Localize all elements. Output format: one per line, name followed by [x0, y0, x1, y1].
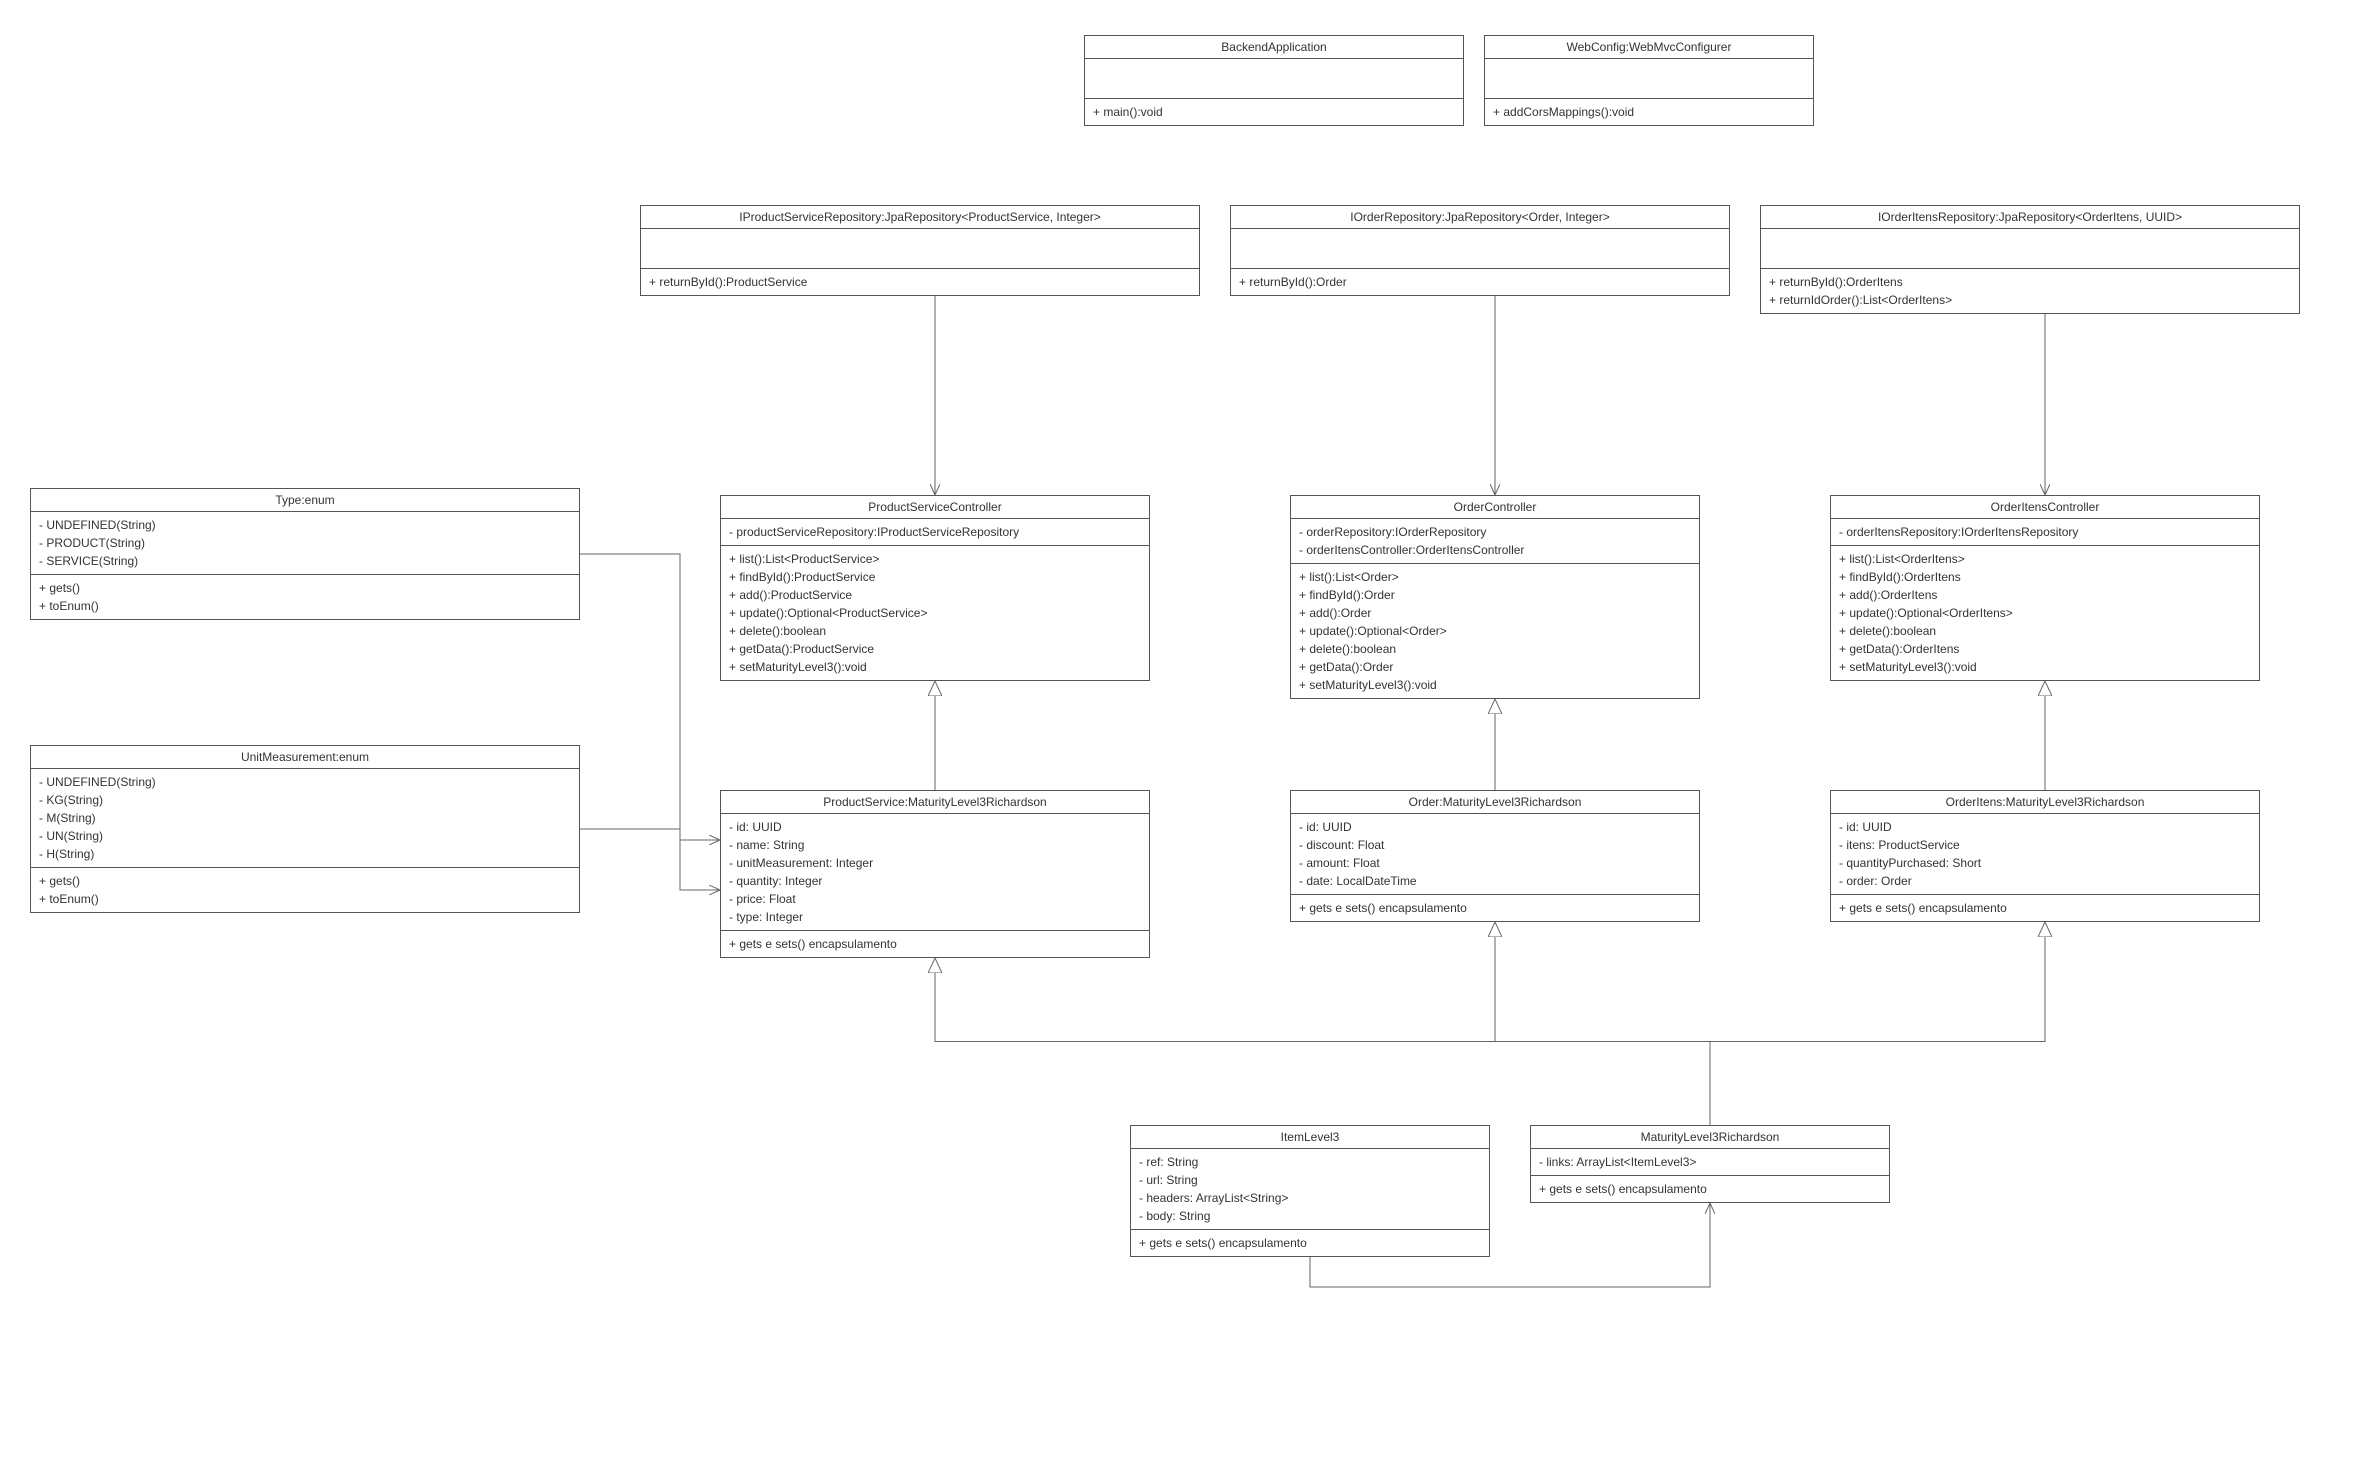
uml-section: - links: ArrayList<ItemLevel3> — [1531, 1149, 1889, 1176]
uml-section: + returnById():OrderItens + returnIdOrde… — [1761, 269, 2299, 313]
uml-section: - id: UUID - name: String - unitMeasurem… — [721, 814, 1149, 931]
uml-section: - orderRepository:IOrderRepository - ord… — [1291, 519, 1699, 564]
uml-title: WebConfig:WebMvcConfigurer — [1485, 36, 1813, 59]
uml-class-iProductRepo: IProductServiceRepository:JpaRepository<… — [640, 205, 1200, 296]
uml-class-iOrderRepo: IOrderRepository:JpaRepository<Order, In… — [1230, 205, 1730, 296]
uml-section — [1485, 59, 1813, 99]
uml-title: IOrderRepository:JpaRepository<Order, In… — [1231, 206, 1729, 229]
uml-class-typeEnum: Type:enum- UNDEFINED(String) - PRODUCT(S… — [30, 488, 580, 620]
uml-class-unitEnum: UnitMeasurement:enum- UNDEFINED(String) … — [30, 745, 580, 913]
uml-class-orderItensController: OrderItensController- orderItensReposito… — [1830, 495, 2260, 681]
uml-section: + gets e sets() encapsulamento — [1531, 1176, 1889, 1202]
uml-section: - ref: String - url: String - headers: A… — [1131, 1149, 1489, 1230]
uml-section: + gets e sets() encapsulamento — [1131, 1230, 1489, 1256]
uml-section: - UNDEFINED(String) - PRODUCT(String) - … — [31, 512, 579, 575]
uml-section: + list():List<OrderItens> + findById():O… — [1831, 546, 2259, 680]
uml-section — [1231, 229, 1729, 269]
uml-class-productService: ProductService:MaturityLevel3Richardson-… — [720, 790, 1150, 958]
uml-section: - UNDEFINED(String) - KG(String) - M(Str… — [31, 769, 579, 868]
uml-title: ProductService:MaturityLevel3Richardson — [721, 791, 1149, 814]
uml-title: IProductServiceRepository:JpaRepository<… — [641, 206, 1199, 229]
uml-section: + returnById():Order — [1231, 269, 1729, 295]
uml-title: Type:enum — [31, 489, 579, 512]
uml-section — [1085, 59, 1463, 99]
uml-section: + gets() + toEnum() — [31, 868, 579, 912]
uml-section: + gets e sets() encapsulamento — [721, 931, 1149, 957]
uml-class-backendApp: BackendApplication + main():void — [1084, 35, 1464, 126]
uml-section: + gets() + toEnum() — [31, 575, 579, 619]
uml-title: BackendApplication — [1085, 36, 1463, 59]
uml-title: ItemLevel3 — [1131, 1126, 1489, 1149]
uml-class-order: Order:MaturityLevel3Richardson- id: UUID… — [1290, 790, 1700, 922]
uml-class-productController: ProductServiceController- productService… — [720, 495, 1150, 681]
uml-section: + main():void — [1085, 99, 1463, 125]
uml-section: - orderItensRepository:IOrderItensReposi… — [1831, 519, 2259, 546]
uml-title: OrderItens:MaturityLevel3Richardson — [1831, 791, 2259, 814]
uml-section: + gets e sets() encapsulamento — [1291, 895, 1699, 921]
uml-section: + addCorsMappings():void — [1485, 99, 1813, 125]
uml-section: + gets e sets() encapsulamento — [1831, 895, 2259, 921]
uml-section: - id: UUID - itens: ProductService - qua… — [1831, 814, 2259, 895]
uml-class-orderItens: OrderItens:MaturityLevel3Richardson- id:… — [1830, 790, 2260, 922]
uml-section: + list():List<Order> + findById():Order … — [1291, 564, 1699, 698]
uml-title: OrderItensController — [1831, 496, 2259, 519]
uml-title: OrderController — [1291, 496, 1699, 519]
uml-title: ProductServiceController — [721, 496, 1149, 519]
uml-title: Order:MaturityLevel3Richardson — [1291, 791, 1699, 814]
uml-section: + returnById():ProductService — [641, 269, 1199, 295]
uml-title: MaturityLevel3Richardson — [1531, 1126, 1889, 1149]
uml-section — [641, 229, 1199, 269]
uml-section: + list():List<ProductService> + findById… — [721, 546, 1149, 680]
uml-section — [1761, 229, 2299, 269]
uml-class-itemLevel3: ItemLevel3- ref: String - url: String - … — [1130, 1125, 1490, 1257]
uml-section: - productServiceRepository:IProductServi… — [721, 519, 1149, 546]
uml-class-maturity: MaturityLevel3Richardson- links: ArrayLi… — [1530, 1125, 1890, 1203]
uml-class-webConfig: WebConfig:WebMvcConfigurer + addCorsMappi… — [1484, 35, 1814, 126]
uml-title: UnitMeasurement:enum — [31, 746, 579, 769]
uml-section: - id: UUID - discount: Float - amount: F… — [1291, 814, 1699, 895]
uml-title: IOrderItensRepository:JpaRepository<Orde… — [1761, 206, 2299, 229]
uml-class-iOrderItensRepo: IOrderItensRepository:JpaRepository<Orde… — [1760, 205, 2300, 314]
uml-class-orderController: OrderController- orderRepository:IOrderR… — [1290, 495, 1700, 699]
